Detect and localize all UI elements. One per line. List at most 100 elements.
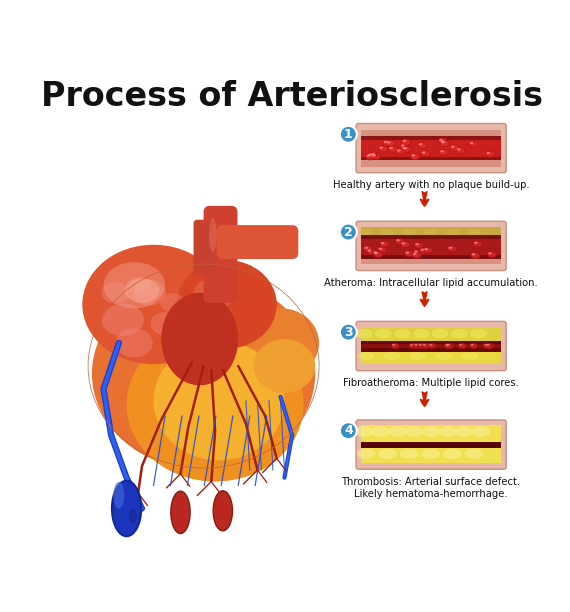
Ellipse shape	[483, 343, 492, 349]
Ellipse shape	[469, 141, 478, 147]
Ellipse shape	[404, 147, 407, 149]
Ellipse shape	[388, 426, 407, 437]
Ellipse shape	[445, 229, 459, 235]
Ellipse shape	[378, 146, 388, 152]
Ellipse shape	[357, 352, 374, 360]
Ellipse shape	[101, 282, 128, 304]
Ellipse shape	[418, 142, 427, 149]
Ellipse shape	[486, 151, 495, 157]
Ellipse shape	[413, 253, 417, 255]
Ellipse shape	[409, 352, 426, 360]
FancyBboxPatch shape	[361, 235, 501, 239]
Ellipse shape	[359, 229, 373, 235]
Ellipse shape	[422, 151, 426, 154]
Ellipse shape	[435, 352, 452, 360]
FancyBboxPatch shape	[361, 442, 501, 446]
Ellipse shape	[459, 344, 462, 346]
Ellipse shape	[421, 449, 440, 459]
Ellipse shape	[470, 142, 473, 144]
Ellipse shape	[424, 248, 428, 250]
Text: 3: 3	[344, 326, 353, 338]
Ellipse shape	[380, 241, 389, 247]
Ellipse shape	[467, 229, 481, 235]
Ellipse shape	[418, 143, 422, 146]
Ellipse shape	[414, 344, 418, 346]
Ellipse shape	[420, 248, 429, 254]
FancyBboxPatch shape	[361, 159, 501, 166]
Ellipse shape	[455, 426, 473, 437]
Ellipse shape	[209, 218, 217, 253]
Ellipse shape	[458, 343, 466, 349]
FancyBboxPatch shape	[361, 343, 501, 349]
Ellipse shape	[471, 426, 490, 437]
FancyBboxPatch shape	[356, 124, 506, 173]
Ellipse shape	[402, 146, 411, 152]
FancyBboxPatch shape	[361, 444, 501, 449]
Ellipse shape	[405, 251, 414, 257]
Ellipse shape	[388, 146, 397, 152]
Ellipse shape	[431, 329, 449, 338]
Ellipse shape	[402, 140, 406, 142]
Ellipse shape	[374, 329, 392, 338]
Ellipse shape	[415, 243, 419, 245]
Ellipse shape	[487, 252, 496, 258]
Ellipse shape	[365, 154, 375, 160]
Ellipse shape	[383, 140, 392, 146]
Ellipse shape	[364, 247, 368, 249]
Ellipse shape	[371, 154, 380, 160]
Ellipse shape	[379, 146, 383, 149]
Ellipse shape	[412, 252, 421, 258]
Ellipse shape	[420, 248, 424, 251]
Ellipse shape	[414, 242, 424, 248]
Ellipse shape	[442, 141, 445, 143]
Ellipse shape	[125, 278, 159, 303]
Ellipse shape	[471, 253, 475, 255]
Ellipse shape	[161, 293, 238, 386]
Ellipse shape	[213, 491, 233, 531]
FancyBboxPatch shape	[356, 222, 506, 271]
Text: Fibroatheroma: Multiple lipid cores.: Fibroatheroma: Multiple lipid cores.	[343, 378, 519, 389]
Ellipse shape	[381, 229, 394, 235]
FancyBboxPatch shape	[194, 220, 215, 274]
Ellipse shape	[439, 149, 449, 155]
Ellipse shape	[471, 252, 480, 259]
Ellipse shape	[395, 238, 405, 244]
Ellipse shape	[470, 329, 487, 338]
Ellipse shape	[367, 155, 370, 157]
Ellipse shape	[367, 153, 377, 159]
FancyBboxPatch shape	[361, 157, 501, 160]
Ellipse shape	[104, 262, 165, 308]
Ellipse shape	[441, 140, 450, 146]
Ellipse shape	[421, 151, 430, 157]
Ellipse shape	[402, 242, 405, 245]
Ellipse shape	[372, 154, 376, 157]
Ellipse shape	[484, 344, 487, 346]
Ellipse shape	[116, 328, 153, 357]
Ellipse shape	[470, 343, 478, 349]
FancyBboxPatch shape	[361, 447, 501, 463]
Ellipse shape	[371, 153, 375, 155]
Text: 1: 1	[344, 128, 353, 141]
Ellipse shape	[400, 144, 409, 150]
Ellipse shape	[254, 339, 315, 393]
Ellipse shape	[445, 344, 449, 346]
Ellipse shape	[396, 149, 405, 155]
Ellipse shape	[92, 277, 315, 470]
Ellipse shape	[412, 154, 415, 157]
Ellipse shape	[113, 482, 124, 509]
Ellipse shape	[439, 139, 443, 141]
Circle shape	[340, 223, 357, 241]
Ellipse shape	[112, 481, 141, 536]
Ellipse shape	[424, 247, 433, 253]
Ellipse shape	[488, 252, 492, 255]
Ellipse shape	[470, 344, 474, 346]
Ellipse shape	[127, 277, 150, 294]
Ellipse shape	[451, 146, 454, 148]
Ellipse shape	[462, 352, 478, 360]
Text: Atheroma: Intracellular lipid accumulation.: Atheroma: Intracellular lipid accumulati…	[324, 278, 538, 288]
Ellipse shape	[418, 344, 422, 346]
Ellipse shape	[242, 308, 319, 378]
Ellipse shape	[368, 154, 372, 156]
Ellipse shape	[413, 343, 422, 349]
Ellipse shape	[377, 247, 387, 253]
